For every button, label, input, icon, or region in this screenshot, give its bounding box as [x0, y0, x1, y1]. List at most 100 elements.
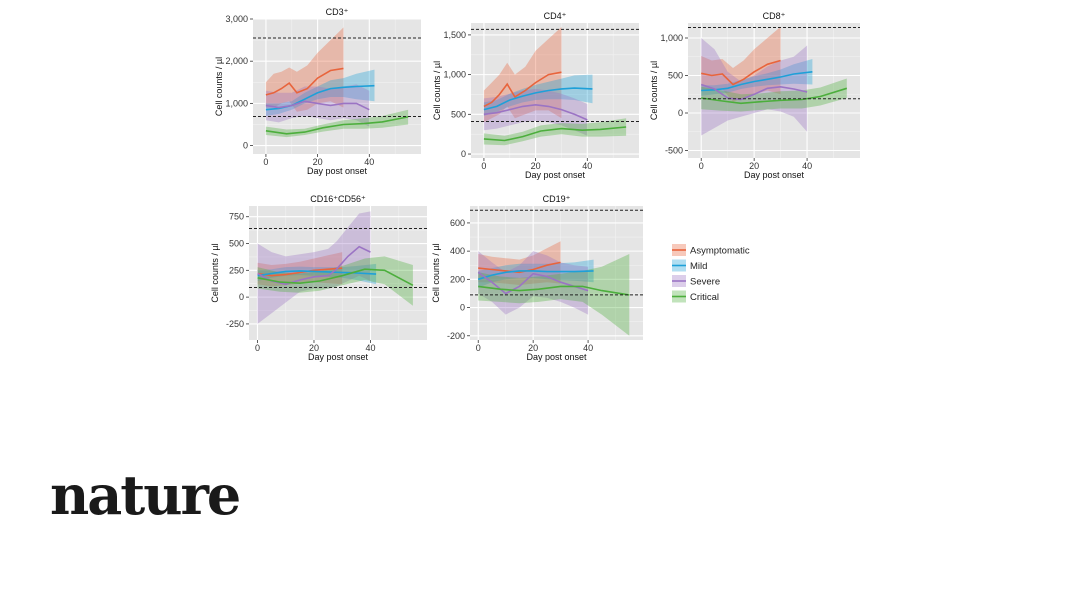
x-tick-label: 0	[699, 161, 704, 171]
y-tick-label: 0	[239, 292, 244, 302]
confidence-band-critical	[257, 256, 413, 306]
y-axis-label: Cell counts / µl	[214, 57, 224, 116]
y-tick-label: -200	[447, 331, 465, 341]
confidence-band-severe	[701, 38, 808, 136]
x-axis-label: Day post onset	[525, 170, 586, 180]
y-axis-label: Cell counts / µl	[432, 61, 442, 120]
series-line-severe	[483, 103, 588, 121]
x-axis-label: Day post onset	[308, 352, 369, 362]
series-line-asymptomatic	[265, 67, 344, 96]
series-line-critical	[483, 126, 627, 142]
x-tick-label: 20	[309, 343, 319, 353]
confidence-band-severe	[478, 251, 589, 315]
y-tick-label: 0	[460, 303, 465, 313]
legend: Asymptomatic Mild Severe Critical	[672, 244, 750, 303]
confidence-band-asymptomatic	[701, 26, 781, 102]
y-tick-label: 0	[461, 149, 466, 159]
confidence-band-critical	[265, 109, 409, 138]
series-line-mild	[477, 270, 594, 281]
chart-title: CD3⁺	[326, 7, 349, 17]
chart-panel: 0 500 1,000 1,500 0 20 40 CD4⁺ Day post onset Cel…	[432, 11, 639, 180]
x-tick-label: 20	[528, 343, 538, 353]
y-tick-label: 200	[450, 274, 465, 284]
series-line-severe	[700, 83, 808, 101]
legend-item-mild: Mild	[672, 259, 707, 272]
legend-item-asymptomatic: Asymptomatic	[672, 244, 750, 257]
x-tick-label: 20	[313, 157, 323, 167]
series-line-severe	[265, 100, 370, 111]
y-tick-label: 500	[229, 239, 244, 249]
x-axis-label: Day post onset	[526, 352, 587, 362]
legend-label: Critical	[690, 292, 719, 303]
confidence-band-asymptomatic	[483, 27, 562, 123]
x-tick-label: 40	[583, 343, 593, 353]
y-tick-label: 0	[243, 141, 248, 151]
x-axis-label: Day post onset	[307, 166, 368, 176]
y-tick-label: 250	[229, 265, 244, 275]
x-tick-label: 0	[476, 343, 481, 353]
chart-panel: 0 1,000 2,000 3,000 0 20 40 CD3⁺ Day post onset C…	[214, 7, 421, 176]
series-line-critical	[257, 268, 414, 287]
y-tick-label: -500	[665, 146, 683, 156]
x-tick-label: 40	[364, 157, 374, 167]
x-tick-label: 0	[481, 161, 486, 171]
confidence-band-critical	[478, 254, 630, 336]
chart-panel: -500 0 500 1,000 0 20 40 CD8⁺ Day post onset Cell…	[649, 11, 860, 180]
legend-label: Severe	[690, 277, 720, 288]
confidence-band-critical	[483, 118, 627, 146]
legend-item-critical: Critical	[672, 290, 719, 303]
series-line-mild	[701, 71, 813, 92]
y-tick-label: 500	[451, 109, 466, 119]
x-tick-label: 40	[582, 161, 592, 171]
y-tick-label: 2,000	[225, 56, 248, 66]
confidence-band-mild	[701, 59, 813, 96]
chart-title: CD16⁺CD56⁺	[310, 194, 366, 204]
series-line-mild	[483, 87, 593, 111]
x-tick-label: 20	[749, 161, 759, 171]
x-tick-label: 20	[531, 161, 541, 171]
legend-item-severe: Severe	[672, 275, 720, 288]
series-line-asymptomatic	[483, 71, 562, 108]
series-line-asymptomatic	[701, 59, 781, 86]
x-axis-label: Day post onset	[744, 170, 805, 180]
confidence-band-mild	[483, 74, 593, 116]
y-axis-label: Cell counts / µl	[210, 243, 220, 302]
chart-panel: -200 0 200 400 600 0 20 40 CD19⁺ Day post onset Ce…	[431, 194, 643, 362]
x-tick-label: 0	[255, 343, 260, 353]
y-tick-label: 500	[668, 71, 683, 81]
series-line-severe	[257, 245, 371, 286]
series-line-severe	[477, 271, 589, 295]
brand-logo: nature	[50, 463, 241, 527]
series-line-asymptomatic	[257, 267, 343, 277]
chart-panel: -250 0 250 500 750 0 20 40 CD16⁺CD56⁺ Day post on…	[210, 194, 427, 362]
confidence-band-asymptomatic	[257, 252, 343, 287]
confidence-band-mild	[257, 263, 377, 285]
chart-title: CD19⁺	[543, 194, 571, 204]
y-tick-label: 1,500	[443, 30, 466, 40]
plot-background	[253, 19, 421, 154]
series-line-critical	[478, 285, 630, 296]
x-tick-label: 0	[263, 157, 268, 167]
y-tick-label: 1,000	[443, 70, 466, 80]
y-tick-label: 400	[450, 246, 465, 256]
x-tick-label: 40	[802, 161, 812, 171]
series-line-critical	[701, 87, 848, 105]
chart-title: CD8⁺	[763, 11, 786, 21]
legend-label: Asymptomatic	[690, 246, 750, 257]
series-line-critical	[265, 116, 409, 135]
y-tick-label: 1,000	[660, 33, 683, 43]
legend-label: Mild	[690, 261, 707, 272]
y-tick-label: 750	[229, 212, 244, 222]
series-line-asymptomatic	[478, 261, 561, 274]
y-tick-label: 0	[678, 108, 683, 118]
y-tick-label: 1,000	[225, 98, 248, 108]
y-tick-label: 3,000	[225, 14, 248, 24]
y-axis-label: Cell counts / µl	[431, 243, 441, 302]
y-tick-label: 600	[450, 218, 465, 228]
confidence-band-severe	[257, 211, 371, 324]
y-axis-label: Cell counts / µl	[649, 61, 659, 120]
chart-title: CD4⁺	[544, 11, 567, 21]
x-tick-label: 40	[365, 343, 375, 353]
y-tick-label: -250	[226, 319, 244, 329]
